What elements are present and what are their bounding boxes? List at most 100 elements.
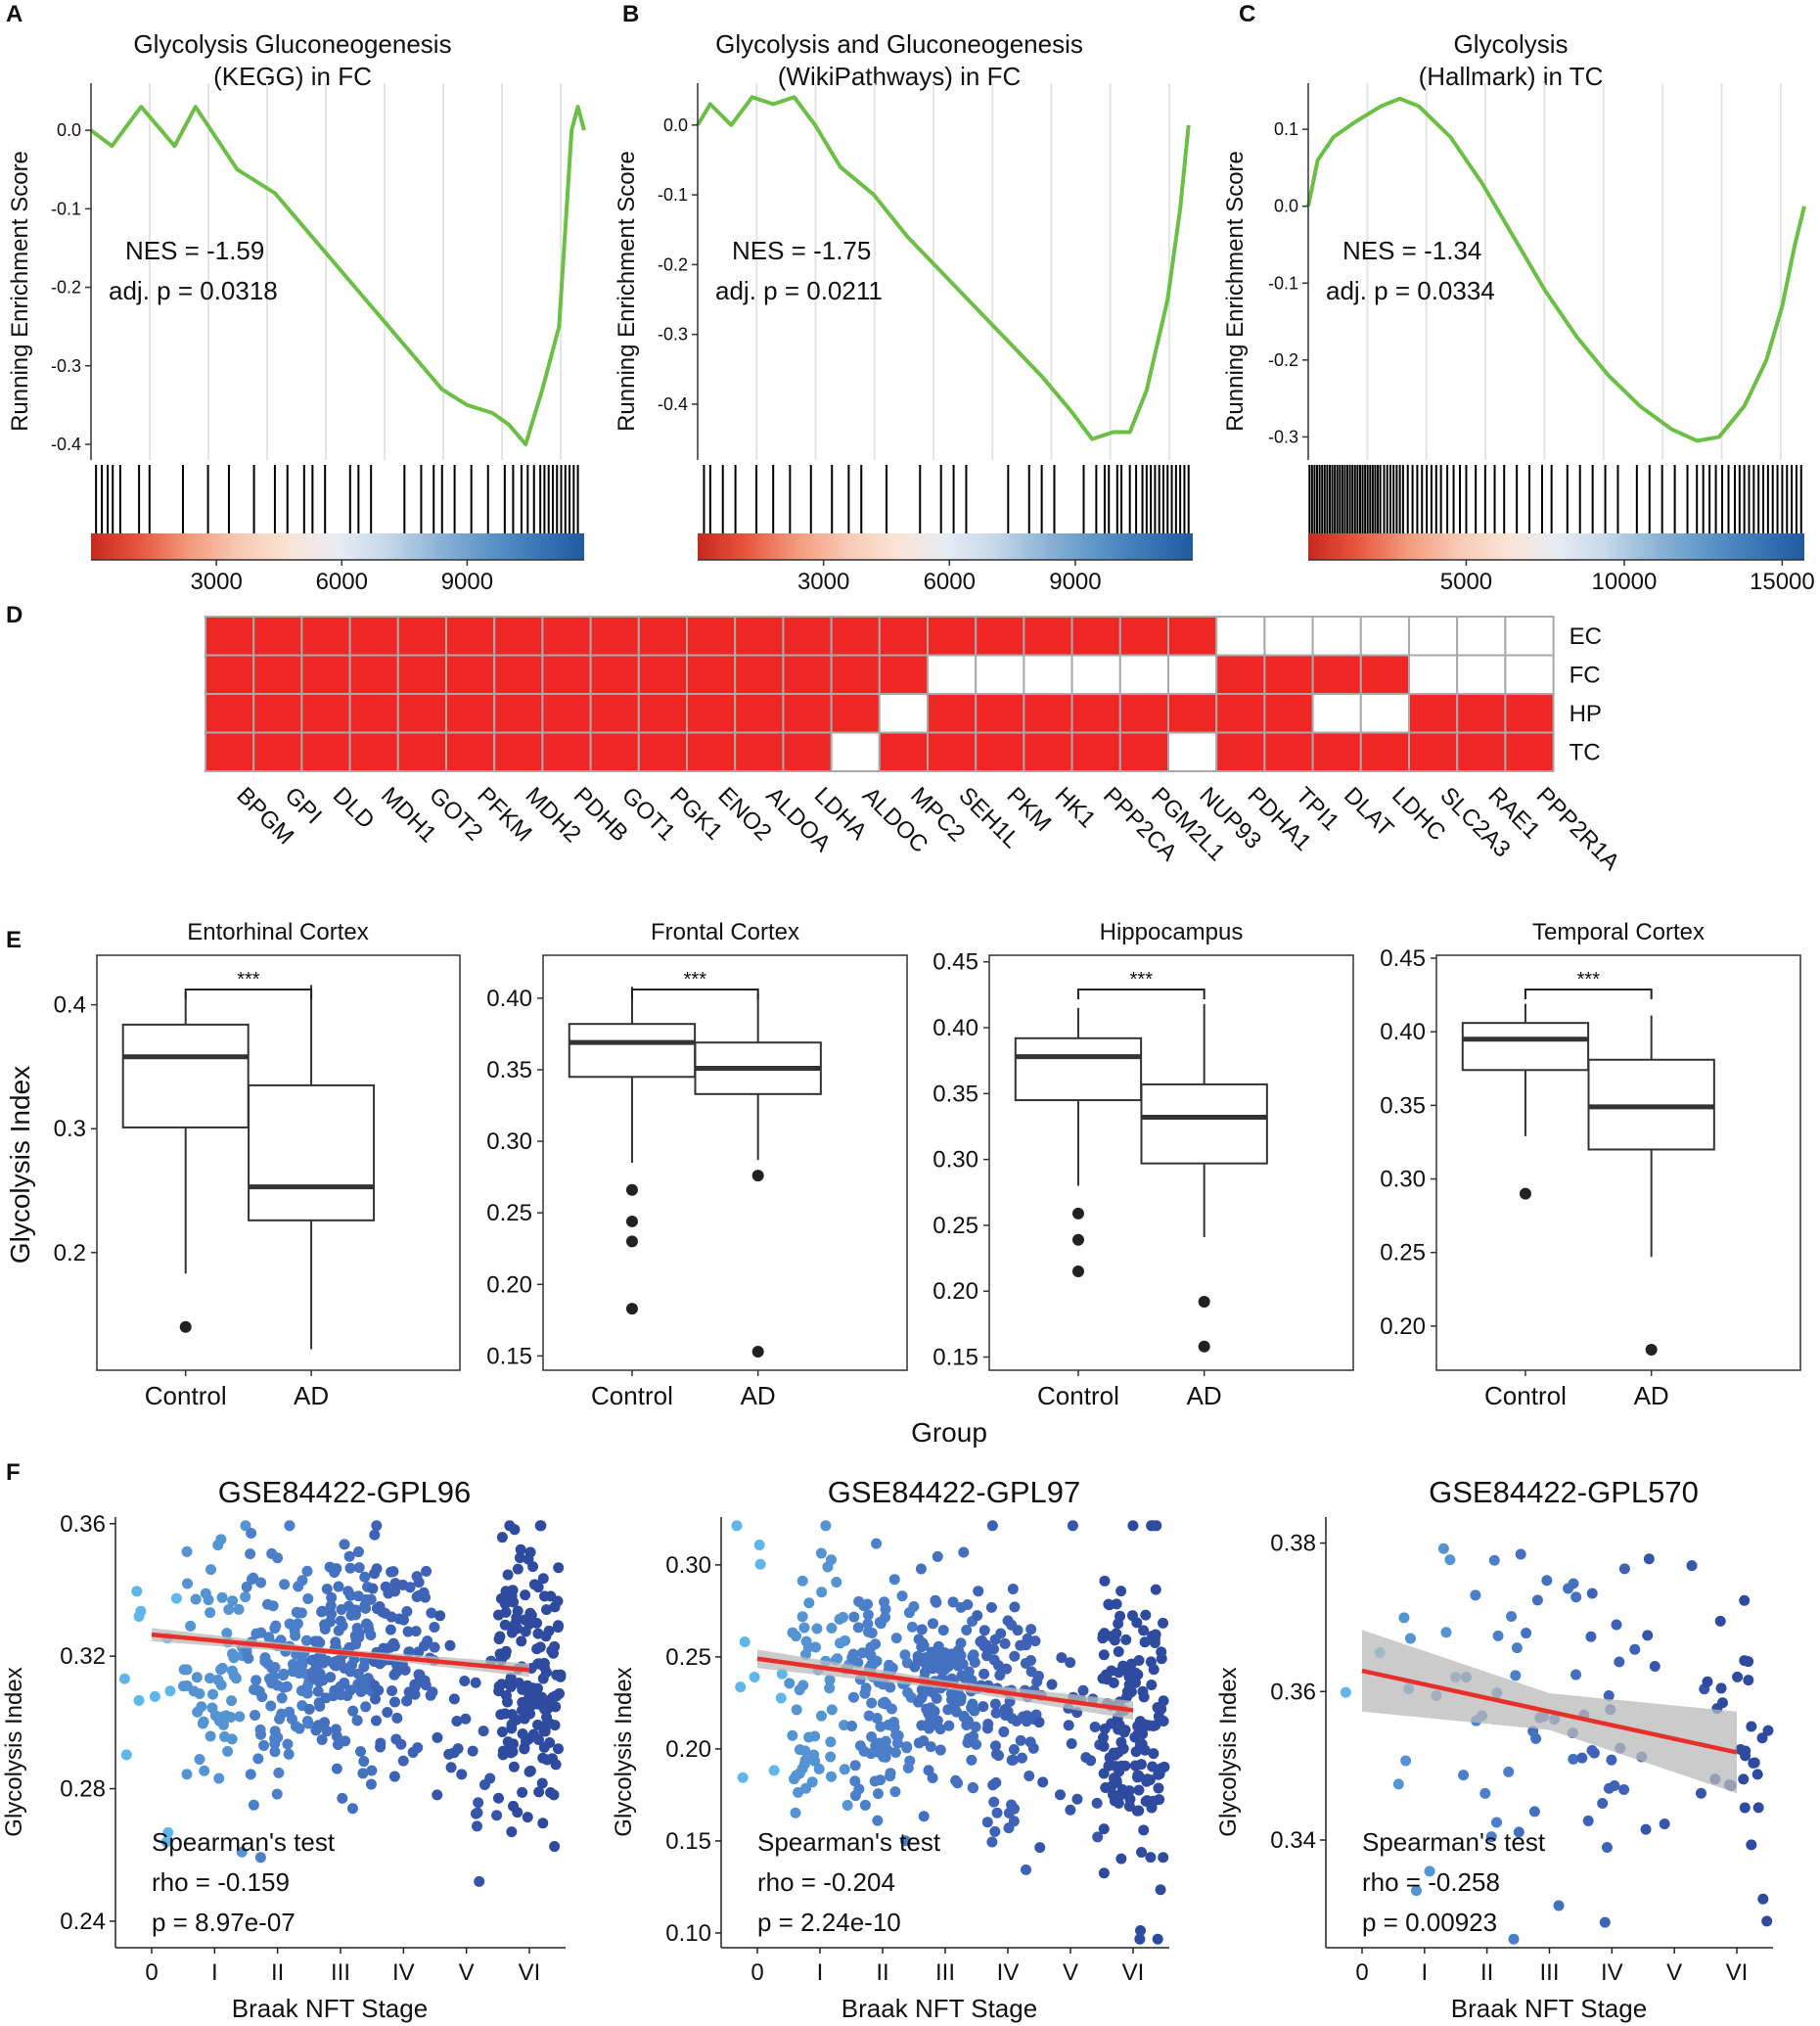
scatter-point: [388, 1640, 400, 1652]
boxplot-ytick-label: 0.35: [933, 1081, 978, 1107]
boxplot-outlier: [179, 1320, 192, 1333]
scatter-point: [170, 1592, 182, 1604]
gsea-title-line: (Hallmark) in TC: [1419, 62, 1604, 91]
scatter-point: [1077, 1684, 1089, 1696]
scatter-point: [516, 1635, 527, 1647]
boxplot-frame: [542, 954, 908, 1371]
scatter-point: [254, 1724, 266, 1735]
scatter-point: [889, 1786, 901, 1798]
scatter-point: [386, 1611, 397, 1623]
scatter-point: [389, 1586, 401, 1597]
boxplot-panel: Frontal Cortex 0.15 0.20 0.25 0.30 0.35 0.40 Co…: [486, 919, 908, 1410]
scatter-point: [1115, 1610, 1126, 1622]
scatter-point: [749, 1672, 760, 1683]
gsea-ytick-label: -0.4: [658, 394, 688, 414]
scatter-point: [937, 1625, 949, 1636]
scatter-point: [968, 1649, 979, 1661]
scatter-point: [494, 1631, 506, 1642]
scatter-point: [1739, 1655, 1751, 1667]
boxplot-group-label: AD: [1187, 1381, 1222, 1410]
scatter-point: [371, 1520, 383, 1532]
heatmap-cell: [1504, 693, 1555, 734]
scatter-point: [995, 1628, 1007, 1639]
boxplot-outlier: [625, 1215, 638, 1227]
scatter-point: [842, 1799, 853, 1811]
heatmap-cell: [1504, 616, 1555, 657]
scatter-point: [990, 1707, 1002, 1719]
scatter-point: [389, 1696, 401, 1708]
scatter-point: [301, 1565, 313, 1577]
scatter-point: [262, 1598, 274, 1610]
heatmap-cell: [686, 654, 737, 695]
scatter-point: [276, 1692, 288, 1704]
boxplot-box: [121, 1023, 250, 1128]
scatter-ytick-label: 0.36: [60, 1511, 106, 1538]
scatter-point: [1135, 1759, 1147, 1771]
scatter-point: [1614, 1656, 1625, 1668]
scatter-point: [546, 1645, 558, 1657]
boxplot-ytick-label: 0.25: [1380, 1240, 1426, 1266]
scatter-title: GSE84422-GPL97: [828, 1475, 1081, 1509]
scatter-point: [456, 1769, 468, 1780]
heatmap-cell: [1215, 693, 1266, 734]
scatter-point: [1156, 1653, 1167, 1665]
heatmap-cell: [734, 616, 785, 657]
scatter-point: [1640, 1823, 1652, 1835]
scatter-point: [1586, 1588, 1598, 1599]
gsea-xtick-label: 9000: [1049, 569, 1101, 595]
scatter-point: [1146, 1680, 1158, 1691]
scatter-point: [335, 1681, 346, 1692]
scatter-point: [120, 1749, 132, 1761]
heatmap-column-label: LDHC: [1387, 782, 1450, 846]
scatter-ytick-label: 0.20: [665, 1736, 711, 1763]
scatter-point: [248, 1799, 259, 1811]
scatter-point: [495, 1592, 507, 1604]
heatmap-cell: [1023, 731, 1073, 772]
heatmap-cell: [1504, 654, 1555, 695]
scatter-point: [1138, 1824, 1150, 1836]
boxplot-frame: [96, 954, 461, 1371]
scatter-point: [272, 1680, 284, 1691]
heatmap-cell: [1456, 731, 1507, 772]
scatter-point: [367, 1583, 379, 1594]
scatter-point: [520, 1589, 531, 1601]
scatter-point: [980, 1639, 992, 1651]
scatter-point: [507, 1738, 519, 1750]
scatter-point: [909, 1661, 921, 1673]
scatter-point: [378, 1642, 389, 1654]
heatmap-cell: [1504, 731, 1555, 772]
boxplot-box: [1140, 1082, 1268, 1165]
gsea-ytick-label: -0.1: [1268, 273, 1298, 293]
boxplot-group-label: Control: [591, 1381, 673, 1410]
scatter-point: [1154, 1703, 1165, 1715]
scatter-point: [947, 1596, 959, 1608]
scatter-point: [321, 1726, 333, 1737]
scatter-point: [1541, 1575, 1553, 1587]
scatter-point: [506, 1723, 518, 1734]
scatter-point: [1148, 1748, 1160, 1760]
heatmap-cell: [782, 731, 833, 772]
scatter-point: [1599, 1916, 1611, 1928]
scatter-point: [901, 1742, 913, 1754]
scatter-point: [413, 1577, 425, 1589]
scatter-point: [222, 1745, 234, 1757]
scatter-point: [1479, 1787, 1491, 1799]
boxplot-box: [1461, 1022, 1590, 1072]
heatmap-cell: [878, 654, 929, 695]
scatter-point: [912, 1696, 924, 1708]
scatter-point: [863, 1710, 875, 1722]
scatter-point: [345, 1659, 357, 1671]
scatter-point: [426, 1607, 437, 1619]
scatter-point: [333, 1739, 344, 1751]
heatmap-cell: [975, 731, 1025, 772]
scatter-point: [533, 1786, 545, 1798]
scatter-point: [527, 1682, 539, 1694]
gsea-pvalue-label: adj. p = 0.0334: [1326, 276, 1495, 305]
scatter-point: [930, 1594, 941, 1606]
scatter-point: [250, 1675, 262, 1686]
scatter-point: [775, 1692, 787, 1704]
heatmap-column-label: DLD: [328, 782, 380, 834]
scatter-point: [203, 1594, 214, 1606]
scatter-point: [958, 1546, 970, 1558]
scatter-point: [1055, 1789, 1067, 1801]
